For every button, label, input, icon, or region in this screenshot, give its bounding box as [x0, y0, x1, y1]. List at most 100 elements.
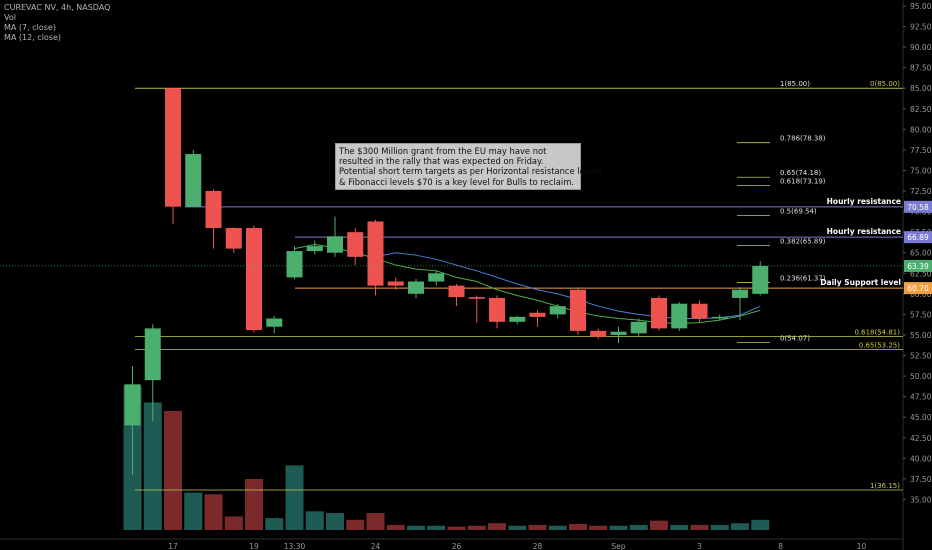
candle-body	[205, 191, 222, 229]
y-tick-label: 45.00	[910, 413, 932, 422]
volume-bar	[528, 524, 547, 530]
volume-bar	[731, 523, 749, 530]
candle-body	[448, 285, 465, 298]
y-tick-label: 95.00	[910, 2, 932, 11]
candle-body	[124, 384, 141, 426]
volume-bar	[427, 525, 446, 530]
volume-bar	[184, 492, 203, 530]
x-tick-label: 24	[371, 542, 381, 550]
y-tick-label: 65.00	[910, 249, 932, 258]
annotation-line: & Fibonacci levels $70 is a key level fo…	[339, 176, 575, 187]
y-tick-label: 35.00	[910, 495, 932, 504]
ma7-line	[294, 243, 761, 324]
x-tick-label: 19	[249, 542, 259, 550]
volume-bar	[650, 520, 668, 530]
y-tick-label: 75.00	[910, 166, 932, 175]
price-badge	[904, 282, 932, 295]
y-tick-label: 72.50	[910, 187, 932, 196]
candle-body	[286, 251, 303, 278]
candle-body	[590, 330, 607, 337]
volume-bar	[305, 511, 324, 530]
price-badge	[904, 200, 932, 213]
x-tick-label: 26	[452, 542, 462, 550]
last-price-badge	[904, 259, 932, 272]
fib-level-label: 0.236(61.37)	[780, 275, 826, 283]
candle-body	[165, 88, 181, 207]
fib-level-label: 0.786(78.38)	[780, 135, 826, 143]
volume-bar	[467, 525, 486, 530]
y-tick-label: 92.50	[910, 23, 932, 32]
price-badge-label: 66.89	[907, 233, 929, 242]
candle-body	[387, 281, 404, 286]
x-tick-label: 8	[778, 542, 783, 550]
y-tick-label: 85.00	[910, 84, 932, 93]
y-tick-label: 50.00	[910, 372, 932, 381]
x-tick-label: 17	[168, 542, 178, 550]
volume-bar	[224, 516, 243, 530]
candle-body	[408, 281, 424, 294]
annotation-line: The $300 Million grant from the EU may h…	[339, 146, 547, 156]
candle-body	[327, 236, 343, 253]
candle-body	[651, 297, 667, 329]
candle-body	[489, 297, 505, 322]
volume-bar	[751, 519, 770, 530]
volume-bar	[589, 525, 608, 530]
fib-level-label: 0(54.07)	[780, 335, 810, 343]
y-tick-label: 52.50	[910, 352, 932, 361]
symbol-title: CUREVAC NV, 4h, NASDAQ	[4, 3, 111, 12]
volume-bar	[407, 525, 425, 530]
volume-bar	[508, 525, 527, 530]
indicator-ma12[interactable]: MA (12, close)	[4, 33, 62, 42]
volume-bar	[346, 519, 365, 530]
support-level-label: Daily Support level	[820, 278, 901, 287]
indicator-ma7[interactable]: MA (7, close)	[4, 23, 56, 32]
volume-bar	[285, 465, 304, 530]
y-tick-label: 77.50	[910, 146, 932, 155]
volume-bar	[386, 524, 405, 530]
candle-body	[347, 232, 364, 257]
candle-body	[671, 303, 688, 329]
fib-level-label: 1(36.15)	[870, 482, 900, 490]
resistance-level-label: Hourly resistance	[827, 197, 901, 206]
x-tick-label: Sep	[611, 542, 625, 550]
volume-bar	[548, 525, 567, 530]
y-tick-label: 55.00	[910, 331, 932, 340]
volume-bar	[164, 411, 182, 530]
volume-bar	[609, 525, 628, 530]
volume-bar	[629, 524, 648, 530]
y-tick-label: 37.50	[910, 475, 932, 484]
candle-body	[549, 306, 566, 315]
candle-body	[246, 228, 262, 331]
volume-bar	[670, 524, 689, 530]
candle-body	[468, 297, 485, 299]
y-tick-label: 80.00	[910, 125, 932, 134]
fib-level-label: 0.618(54.81)	[854, 329, 900, 337]
fib-level-label: 0.5(69.54)	[780, 207, 817, 215]
indicator-vol[interactable]: Vol	[4, 13, 16, 22]
y-tick-label: 42.50	[910, 434, 932, 443]
y-tick-label: 60.00	[910, 290, 932, 299]
volume-bar	[488, 523, 506, 530]
candle-body	[752, 265, 769, 294]
volume-bar	[569, 524, 587, 530]
volume-bar	[366, 513, 385, 530]
volume-bar	[204, 494, 223, 530]
fib-level-label: 0(85.00)	[870, 80, 900, 88]
x-tick-label: 10	[857, 542, 867, 550]
y-tick-label: 90.00	[910, 43, 932, 52]
fib-level-label: 1(85.00)	[780, 80, 810, 88]
fib-level-label: 0.382(65.89)	[780, 237, 826, 245]
y-tick-label: 57.50	[910, 310, 932, 319]
candle-body	[428, 273, 445, 282]
fib-level-label: 0.65(74.18)	[780, 169, 821, 177]
price-badge-label: 70.58	[907, 203, 929, 212]
fib-level-label: 0.618(73.19)	[780, 177, 826, 185]
candle-body	[144, 328, 161, 381]
price-badge-label: 60.70	[907, 284, 929, 293]
candle-body	[266, 318, 283, 327]
annotation-note[interactable]: The $300 Million grant from the EU may h…	[335, 143, 602, 190]
candle-body	[529, 312, 546, 317]
candle-body	[610, 331, 627, 335]
price-badge	[904, 231, 932, 244]
